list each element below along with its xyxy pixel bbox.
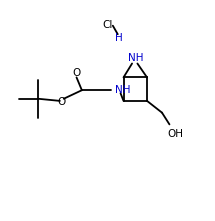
Text: O: O (72, 68, 80, 78)
Text: NH: NH (115, 85, 131, 95)
Text: O: O (57, 97, 66, 107)
Text: H: H (115, 33, 123, 43)
Text: NH: NH (127, 53, 143, 63)
Text: Cl: Cl (102, 20, 113, 30)
Text: OH: OH (168, 129, 184, 139)
